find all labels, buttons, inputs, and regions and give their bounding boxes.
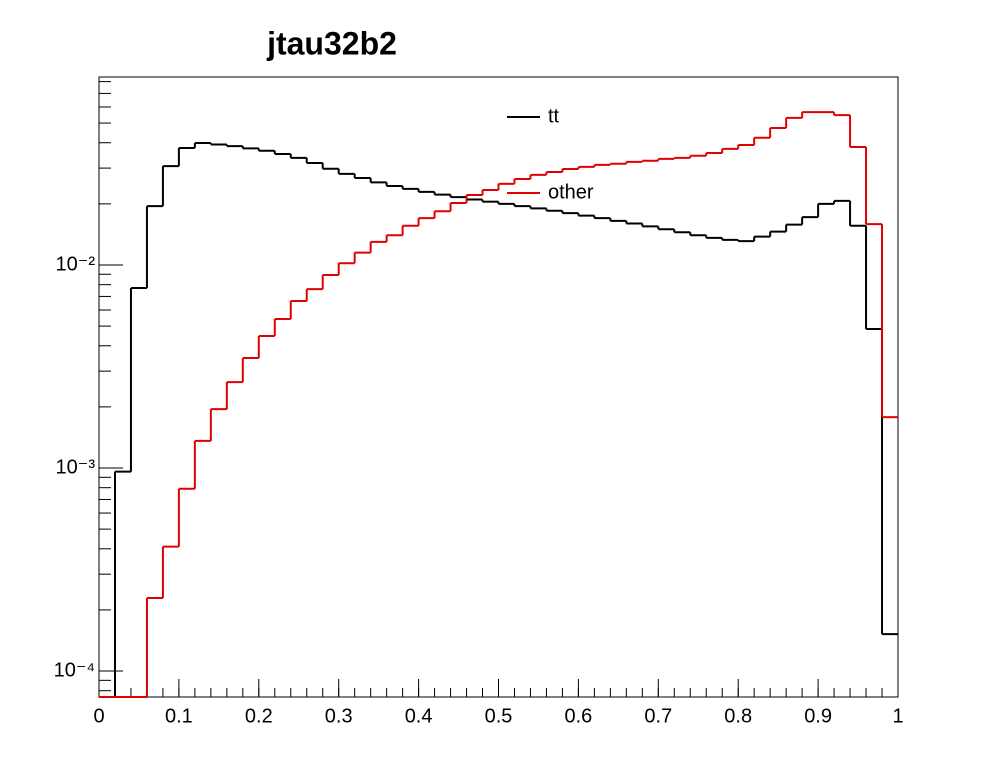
x-tick-label: 0.9 xyxy=(804,705,832,727)
x-tick-label: 0.1 xyxy=(165,705,193,727)
x-tick-label: 0.3 xyxy=(325,705,353,727)
x-tick-label: 0.2 xyxy=(245,705,273,727)
y-tick-label: 10⁻² xyxy=(56,253,96,275)
x-tick-label: 0.4 xyxy=(405,705,433,727)
x-tick-label: 0.6 xyxy=(564,705,592,727)
chart-title: jtau32b2 xyxy=(266,25,397,61)
x-tick-label: 1 xyxy=(892,705,903,727)
legend: tt other xyxy=(507,105,594,203)
y-tick-label: 10⁻³ xyxy=(56,456,96,478)
legend-label: tt xyxy=(548,105,560,127)
x-tick-label: 0.8 xyxy=(724,705,752,727)
x-tick-label: 0.5 xyxy=(485,705,513,727)
x-tick-label: 0 xyxy=(93,705,104,727)
y-tick-label: 10⁻⁴ xyxy=(54,659,95,681)
x-tick-label: 0.7 xyxy=(644,705,672,727)
legend-label: other xyxy=(548,181,594,203)
